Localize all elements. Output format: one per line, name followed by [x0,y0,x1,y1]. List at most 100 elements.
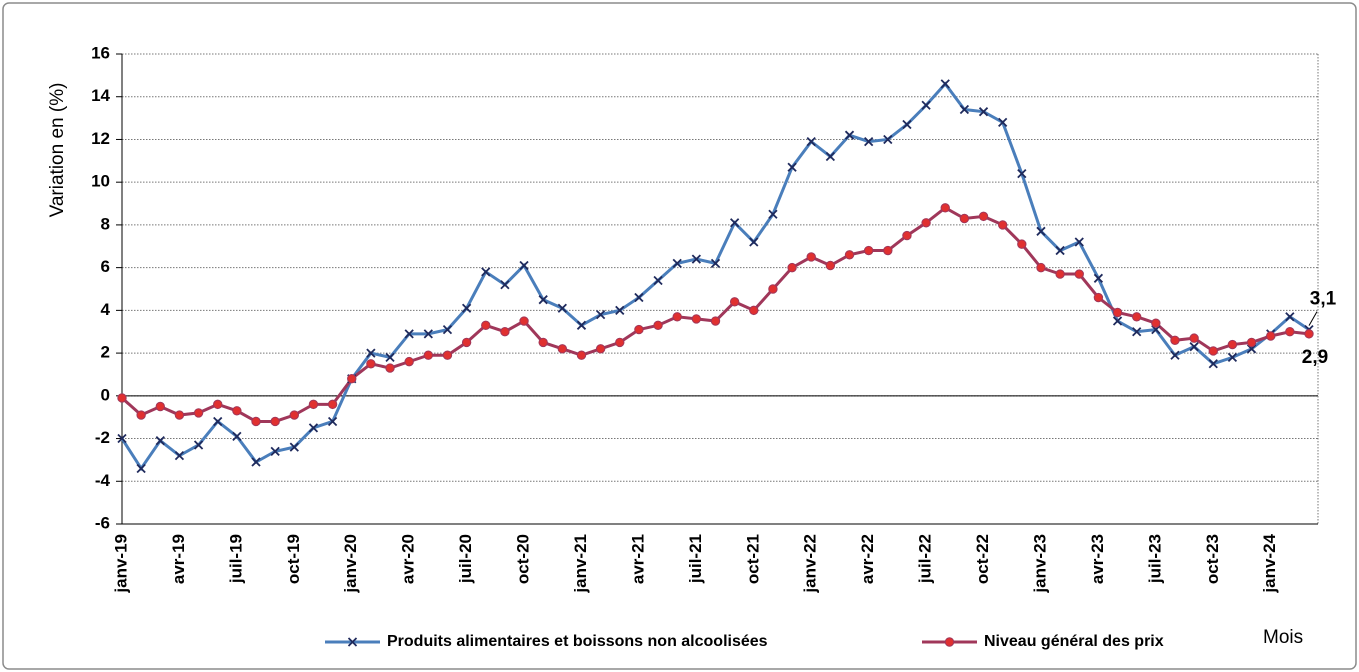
marker [117,393,127,403]
marker-stroke [500,280,510,290]
x-tick-label: oct-23 [1203,534,1222,584]
marker [806,252,816,262]
marker-stroke [787,162,797,172]
marker [940,79,950,89]
y-axis-label: Variation en (%) [47,83,68,218]
marker-stroke [864,136,874,147]
marker [672,258,682,269]
marker [576,350,587,360]
marker [825,151,836,162]
marker-stroke [327,416,338,427]
marker [787,262,797,273]
marker-stroke [213,416,223,427]
marker [1227,339,1238,350]
marker [1266,331,1276,341]
marker-stroke [1017,168,1027,179]
marker [1131,312,1142,322]
marker [270,416,280,427]
marker [749,305,759,316]
marker [193,408,204,418]
marker [1112,307,1123,318]
marker [481,320,491,331]
marker-stroke [366,348,376,358]
marker [634,292,644,303]
marker [232,431,242,442]
x-tick-label: avr-22 [858,534,877,584]
x-tick-label: janv-21 [571,534,590,594]
marker [615,305,625,316]
marker [710,258,721,269]
y-tick-label: 0 [101,385,110,404]
y-tick-label: 2 [101,343,110,362]
marker-stroke [844,130,855,140]
marker [213,399,223,410]
marker [174,450,185,461]
marker-stroke [308,423,319,433]
marker [864,136,874,147]
marker [117,433,127,444]
marker [251,416,261,427]
marker [289,410,300,420]
x-tick-label: juil-23 [1145,534,1164,584]
marker-stroke [672,258,682,269]
marker [944,637,955,647]
marker [902,119,912,130]
marker [921,100,931,110]
marker [1151,318,1161,328]
marker [442,324,453,335]
marker [1132,327,1142,337]
marker-stroke [538,295,548,305]
marker [595,309,606,320]
marker [1093,292,1104,303]
marker-stroke [1132,327,1142,337]
marker-stroke [1227,352,1238,363]
marker [1189,342,1199,352]
marker-stroke [902,119,912,130]
marker-stroke [193,440,204,450]
marker [347,637,358,647]
marker-stroke [423,329,433,339]
marker-stroke [519,260,529,271]
marker-stroke [404,329,414,339]
marker-stroke [136,463,146,474]
marker-stroke [174,450,185,461]
x-tick-label: janv-22 [801,534,820,594]
marker [193,440,204,450]
marker [978,107,989,117]
marker [691,314,702,324]
annotation: 2,9 [1302,347,1328,368]
marker [825,260,836,271]
marker-stroke [117,433,127,444]
marker [883,245,893,256]
marker [327,416,338,427]
marker-stroke [883,134,893,145]
marker-stroke [481,267,491,277]
marker [768,209,778,219]
x-tick-label: avr-20 [399,534,418,584]
marker-stroke [921,100,931,110]
marker [1074,237,1084,247]
marker [653,320,663,331]
marker-stroke [1074,237,1084,247]
marker-stroke [978,107,989,117]
marker [1093,273,1104,283]
marker [155,401,165,412]
marker [902,230,912,241]
marker [289,442,299,452]
marker [1304,329,1314,339]
marker [863,245,874,256]
marker-stroke [998,117,1008,128]
marker-stroke [442,324,453,335]
marker [385,363,395,373]
x-tick-label: janv-20 [341,534,360,594]
y-tick-label: 4 [101,300,111,319]
marker [327,399,338,410]
marker [500,280,510,290]
marker [155,436,165,446]
y-tick-label: -4 [95,471,111,490]
marker [461,303,472,313]
marker [308,399,319,410]
marker [1055,245,1065,256]
marker-stroke [251,457,261,467]
